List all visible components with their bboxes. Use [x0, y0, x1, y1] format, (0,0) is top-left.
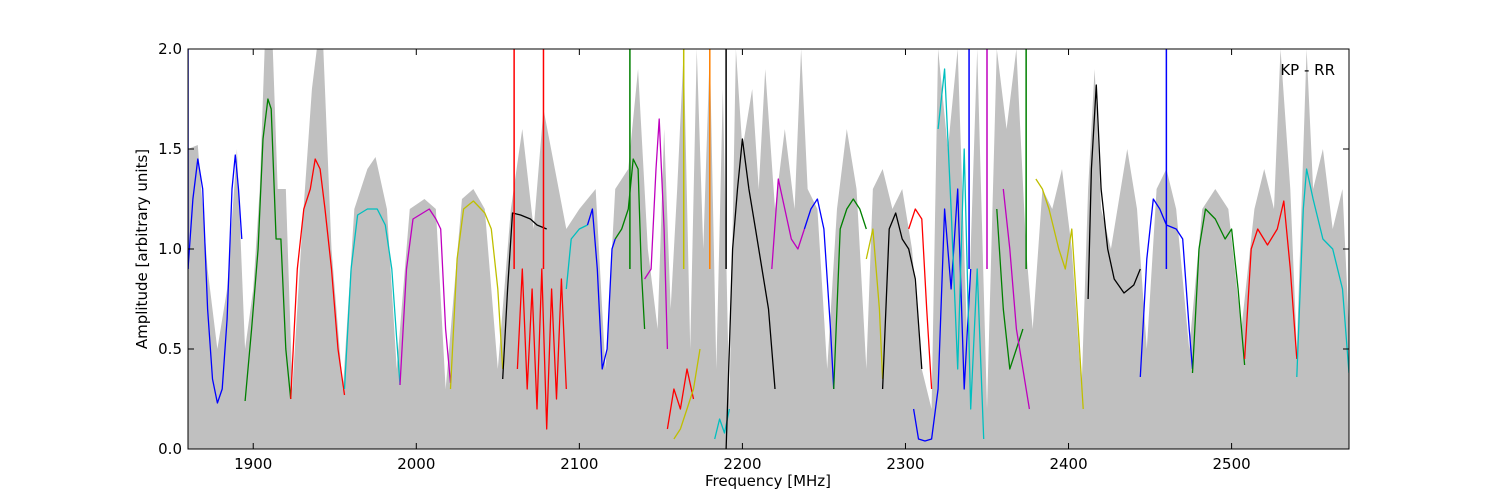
series-line-31: [1296, 168, 1349, 378]
y-tick-label: 0.0: [158, 440, 182, 458]
series-line-8: [565, 224, 588, 290]
series-line-27: [1087, 84, 1141, 300]
background-band: [188, 49, 1349, 449]
series-line-5: [449, 200, 504, 390]
series-line-19: [865, 228, 884, 380]
x-tick-label: 2200: [723, 455, 761, 473]
series-line-6: [502, 212, 547, 380]
series-line-10: [614, 158, 646, 330]
y-tick-label: 1.5: [158, 140, 182, 158]
x-tick-label: 2400: [1049, 455, 1087, 473]
series-line-21: [908, 208, 933, 390]
series-line-7: [516, 268, 567, 430]
series-line-17: [803, 198, 835, 390]
series-line-3: [343, 208, 401, 390]
series-line-18: [833, 198, 867, 390]
series-line-13: [673, 348, 701, 440]
x-tick-label: 2300: [886, 455, 924, 473]
chart-annotation: KP - RR: [1280, 61, 1335, 79]
series-line-0: [188, 154, 243, 404]
x-tick-label: 1900: [234, 455, 272, 473]
x-axis-label: Frequency [MHz]: [705, 472, 831, 490]
series-line-23: [937, 68, 985, 440]
series-line-1: [244, 98, 292, 402]
axis-ticks: 1900 2000 2100 2200 2300 2400 2500 0.0 0.5 1.0 1.5…: [158, 40, 1349, 473]
series-line-4: [399, 208, 452, 386]
series-line-26: [1035, 178, 1084, 410]
series-line-22: [912, 188, 972, 442]
plot-area: [188, 49, 1349, 449]
series-line-25: [1002, 188, 1031, 410]
y-axis-label: Amplitude [arbitrary units]: [133, 149, 151, 349]
x-tick-label: 2000: [397, 455, 435, 473]
series-line-12: [666, 368, 695, 430]
series-line-9: [586, 208, 616, 370]
x-tick-label: 2100: [560, 455, 598, 473]
series-line-29: [1191, 208, 1246, 374]
series-line-15: [725, 138, 776, 449]
series-line-16: [771, 178, 806, 270]
series-line-11: [644, 118, 669, 350]
x-tick-label: 2500: [1213, 455, 1251, 473]
y-tick-label: 2.0: [158, 40, 182, 58]
y-tick-label: 0.5: [158, 340, 182, 358]
series-line-30: [1243, 200, 1298, 360]
y-tick-label: 1.0: [158, 240, 182, 258]
series-line-2: [290, 158, 346, 400]
series-line-20: [881, 212, 923, 390]
